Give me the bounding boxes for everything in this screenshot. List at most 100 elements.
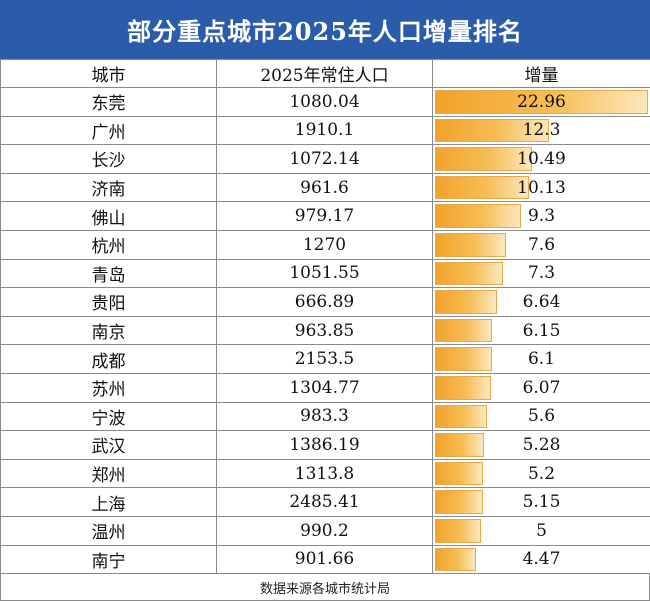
column-header-increase: 增量 [432, 59, 650, 88]
population-cell: 1051.55 [216, 258, 433, 289]
increase-value: 4.47 [522, 549, 561, 570]
increase-cell: 10.49 [432, 144, 650, 174]
population-cell: 2153.5 [216, 344, 433, 374]
population-cell: 1910.1 [216, 115, 433, 146]
increase-cell: 4.47 [432, 544, 650, 575]
increase-cell: 5.28 [432, 430, 650, 460]
table-row: 温州 990.2 5 [0, 515, 650, 546]
increase-value: 5 [536, 520, 547, 541]
increase-cell: 5.2 [432, 458, 650, 489]
increase-bar [435, 375, 492, 400]
city-cell: 宁波 [0, 401, 217, 432]
table-body: 东莞 1080.04 22.96 广州 1910.1 12.3 长沙 1072.14 10.49… [0, 87, 650, 575]
column-header-population: 2025年常住人口 [216, 59, 433, 88]
city-cell: 成都 [0, 344, 217, 374]
source-note: 数据来源各城市统计局 [0, 574, 650, 601]
increase-cell: 10.13 [432, 172, 650, 203]
table-row: 济南 961.6 10.13 [0, 172, 650, 203]
increase-bar [435, 290, 497, 314]
increase-bar [435, 404, 487, 429]
population-cell: 990.2 [216, 515, 433, 546]
table-row: 佛山 979.17 9.3 [0, 201, 650, 231]
table-row: 广州 1910.1 12.3 [0, 115, 650, 146]
increase-value: 5.2 [527, 463, 556, 484]
city-cell: 武汉 [0, 430, 217, 460]
city-cell: 济南 [0, 172, 217, 203]
increase-cell: 5.6 [432, 401, 650, 432]
table-row: 成都 2153.5 6.1 [0, 344, 650, 374]
increase-bar [435, 518, 482, 543]
increase-bar [435, 547, 477, 572]
increase-value: 22.96 [517, 91, 566, 112]
ranking-table: 城市 2025年常住人口 增量 东莞 1080.04 22.96 广州 1910.1 12… [0, 59, 650, 575]
table-row: 长沙 1072.14 10.49 [0, 144, 650, 174]
increase-value: 6.1 [527, 349, 556, 370]
increase-value: 12.3 [522, 120, 561, 141]
table-row: 杭州 1270 7.6 [0, 229, 650, 260]
increase-bar [435, 261, 503, 286]
table-row: 宁波 983.3 5.6 [0, 401, 650, 432]
increase-value: 5.15 [522, 492, 561, 513]
increase-value: 5.28 [522, 434, 561, 455]
increase-cell: 5 [432, 515, 650, 546]
population-cell: 1270 [216, 229, 433, 260]
population-cell: 979.17 [216, 201, 433, 231]
population-cell: 901.66 [216, 544, 433, 575]
increase-value: 7.6 [527, 234, 556, 255]
increase-bar [435, 347, 492, 371]
increase-bar [435, 175, 529, 200]
increase-cell: 22.96 [432, 87, 650, 117]
city-cell: 南宁 [0, 544, 217, 575]
city-cell: 上海 [0, 487, 217, 517]
table-row: 东莞 1080.04 22.96 [0, 87, 650, 117]
increase-bar [435, 90, 648, 114]
table-row: 苏州 1304.77 6.07 [0, 372, 650, 403]
increase-cell: 7.3 [432, 258, 650, 289]
city-cell: 贵阳 [0, 287, 217, 317]
population-cell: 963.85 [216, 315, 433, 346]
increase-value: 5.6 [527, 406, 556, 427]
increase-bar [435, 147, 533, 171]
city-cell: 东莞 [0, 87, 217, 117]
increase-value: 9.3 [527, 206, 556, 227]
increase-cell: 6.64 [432, 287, 650, 317]
column-header-city: 城市 [0, 59, 217, 88]
increase-bar [435, 461, 484, 486]
table-row: 南宁 901.66 4.47 [0, 544, 650, 575]
increase-bar [435, 490, 483, 514]
population-cell: 666.89 [216, 287, 433, 317]
increase-cell: 12.3 [432, 115, 650, 146]
increase-value: 6.15 [522, 320, 561, 341]
increase-value: 10.49 [517, 148, 566, 169]
city-cell: 佛山 [0, 201, 217, 231]
increase-bar [435, 232, 506, 257]
city-cell: 南京 [0, 315, 217, 346]
increase-value: 10.13 [517, 177, 566, 198]
city-cell: 苏州 [0, 372, 217, 403]
city-cell: 郑州 [0, 458, 217, 489]
increase-cell: 6.07 [432, 372, 650, 403]
population-cell: 1304.77 [216, 372, 433, 403]
increase-bar [435, 318, 493, 343]
header-row: 城市 2025年常住人口 增量 [0, 59, 650, 88]
increase-value: 6.07 [522, 377, 561, 398]
population-cell: 1313.8 [216, 458, 433, 489]
population-cell: 1080.04 [216, 87, 433, 117]
increase-bar [435, 118, 550, 143]
population-cell: 983.3 [216, 401, 433, 432]
table-row: 贵阳 666.89 6.64 [0, 287, 650, 317]
city-cell: 长沙 [0, 144, 217, 174]
increase-cell: 6.1 [432, 344, 650, 374]
increase-bar [435, 204, 522, 228]
increase-cell: 6.15 [432, 315, 650, 346]
increase-bar [435, 433, 484, 457]
table-row: 郑州 1313.8 5.2 [0, 458, 650, 489]
increase-value: 7.3 [527, 263, 556, 284]
population-cell: 1386.19 [216, 430, 433, 460]
increase-cell: 7.6 [432, 229, 650, 260]
increase-value: 6.64 [522, 291, 561, 312]
city-cell: 广州 [0, 115, 217, 146]
increase-cell: 9.3 [432, 201, 650, 231]
population-cell: 1072.14 [216, 144, 433, 174]
